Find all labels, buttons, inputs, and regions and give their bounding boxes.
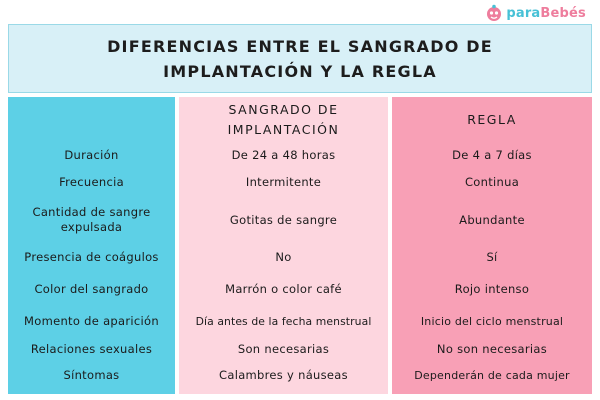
row-label: Relaciones sexuales <box>30 342 153 356</box>
row-label: Síntomas <box>63 368 120 382</box>
row-implantation-value: Marrón o color café <box>225 282 342 296</box>
row-implantation-value: Intermitente <box>245 175 322 189</box>
period-column <box>392 97 592 394</box>
brand-name: paraBebés <box>506 6 586 21</box>
row-implantation-value: Día antes de la fecha menstrual <box>195 315 372 328</box>
row-implantation-value: Calambres y náuseas <box>219 368 348 382</box>
row-period-value: Continua <box>464 175 520 189</box>
row-label: Cantidad de sangre expulsada <box>32 205 151 234</box>
row-period-value: Inicio del ciclo menstrual <box>420 315 564 328</box>
brand-logo: paraBebés <box>485 4 586 22</box>
row-period-value: Dependerán de cada mujer <box>414 369 570 382</box>
row-label: Presencia de coágulos <box>24 250 159 264</box>
title-banner: DIFERENCIAS ENTRE EL SANGRADO DE IMPLANT… <box>8 24 592 93</box>
header-period: REGLA <box>467 112 517 127</box>
baby-face-icon <box>487 4 502 21</box>
row-implantation-value: Son necesarias <box>237 342 330 356</box>
row-period-value: De 4 a 7 días <box>452 148 532 162</box>
page-title: DIFERENCIAS ENTRE EL SANGRADO DE IMPLANT… <box>107 36 493 81</box>
row-implantation-value: De 24 a 48 horas <box>231 148 336 162</box>
row-period-value: Abundante <box>459 212 525 227</box>
row-label: Duración <box>64 148 119 162</box>
row-period-value: No son necesarias <box>436 342 548 356</box>
row-label: Frecuencia <box>59 175 124 189</box>
row-label: Momento de aparición <box>24 314 159 328</box>
brand-prefix: para <box>506 5 541 21</box>
label-column <box>8 97 175 394</box>
implantation-column <box>179 97 388 394</box>
row-label: Color del sangrado <box>34 282 149 296</box>
row-implantation-value: No <box>275 250 292 264</box>
row-period-value: Sí <box>486 250 498 264</box>
header-implantation: SANGRADO DE IMPLANTACIÓN <box>227 102 340 137</box>
row-period-value: Rojo intenso <box>454 282 530 296</box>
row-implantation-value: Gotitas de sangre <box>229 212 338 227</box>
brand-suffix: Bebés <box>540 5 586 21</box>
comparison-table: SANGRADO DE IMPLANTACIÓN REGLA Duración … <box>8 97 592 394</box>
